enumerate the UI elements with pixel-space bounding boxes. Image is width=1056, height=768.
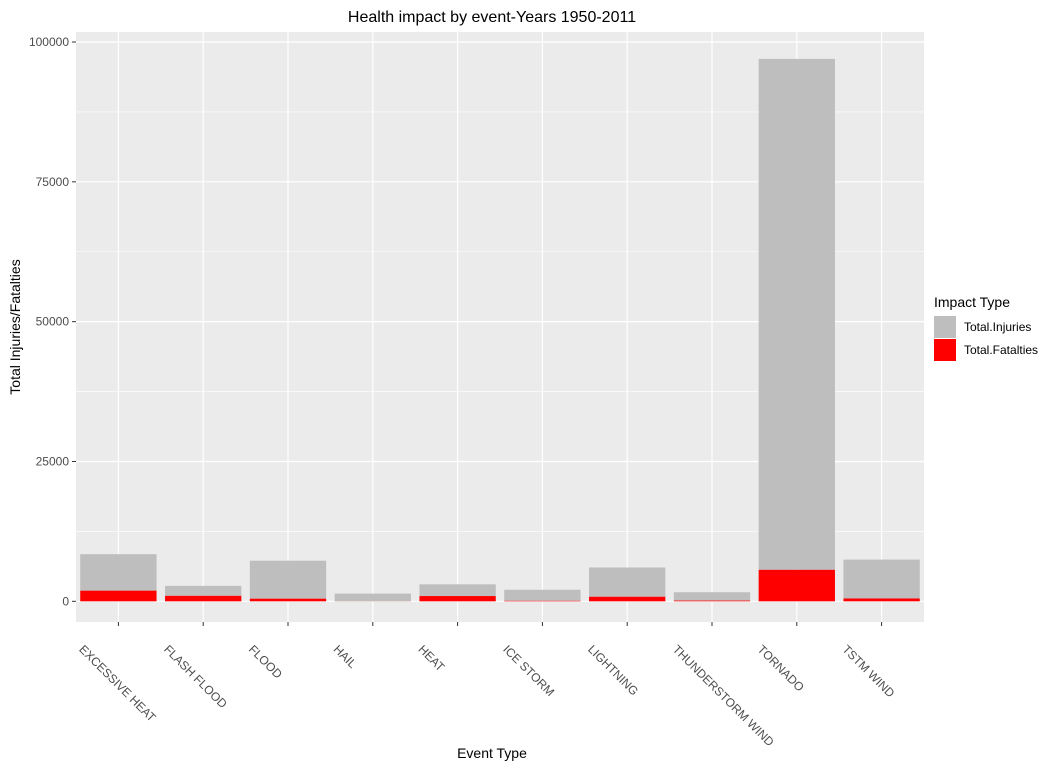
x-tick-label: LIGHTNING xyxy=(585,642,641,698)
x-tick-label: HAIL xyxy=(331,642,360,671)
bars xyxy=(80,58,920,602)
bar-injuries xyxy=(758,58,835,570)
bar-fatalities xyxy=(673,600,751,602)
x-tick-label: TORNADO xyxy=(755,642,807,694)
legend-title: Impact Type xyxy=(934,294,1010,310)
legend-key xyxy=(934,339,956,361)
x-tick-label: HEAT xyxy=(415,642,447,674)
y-tick-label: 50000 xyxy=(36,315,70,329)
bar-fatalities xyxy=(843,598,920,602)
bar-injuries xyxy=(419,584,496,597)
bar-injuries xyxy=(249,560,327,599)
bar-fatalities xyxy=(419,596,496,602)
x-axis: EXCESSIVE HEAT FLASH FLOOD FLOOD HAIL HEAT IC… xyxy=(76,622,898,749)
x-tick-label: FLASH FLOOD xyxy=(161,642,230,711)
bar-injuries xyxy=(589,567,666,597)
legend-label: Total.Injuries xyxy=(964,320,1031,334)
bar-injuries xyxy=(165,585,242,596)
y-tick-label: 75000 xyxy=(36,175,70,189)
x-axis-title: Event Type xyxy=(457,745,527,761)
bar-fatalities xyxy=(165,595,242,602)
bar-fatalities xyxy=(758,569,835,602)
legend: Impact Type Total.Injuries Total.Fataltie… xyxy=(934,294,1038,361)
bar-fatalities xyxy=(589,596,666,602)
y-tick-label: 100000 xyxy=(29,35,69,49)
bar-injuries xyxy=(843,559,920,599)
bar-injuries xyxy=(504,589,581,601)
y-tick-label: 25000 xyxy=(36,454,70,468)
bar-fatalities xyxy=(249,598,327,602)
chart-title: Health impact by event-Years 1950-2011 xyxy=(348,9,636,26)
bar-injuries xyxy=(334,593,411,602)
x-tick-label: FLOOD xyxy=(246,642,285,681)
legend-key xyxy=(934,316,956,338)
x-tick-label: ICE STORM xyxy=(500,642,557,699)
y-axis: 0 25000 50000 75000 100000 xyxy=(29,35,76,608)
x-tick-label: TSTM WIND xyxy=(839,642,897,700)
bar-injuries xyxy=(80,554,157,591)
bar-injuries xyxy=(673,592,751,601)
grid-major xyxy=(76,32,924,622)
y-axis-title: Total Injuries/Fatalties xyxy=(7,259,23,394)
x-tick-label: EXCESSIVE HEAT xyxy=(76,642,159,725)
legend-label: Total.Fatalties xyxy=(964,343,1038,357)
bar-fatalities xyxy=(80,590,157,602)
y-tick-label: 0 xyxy=(62,594,69,608)
